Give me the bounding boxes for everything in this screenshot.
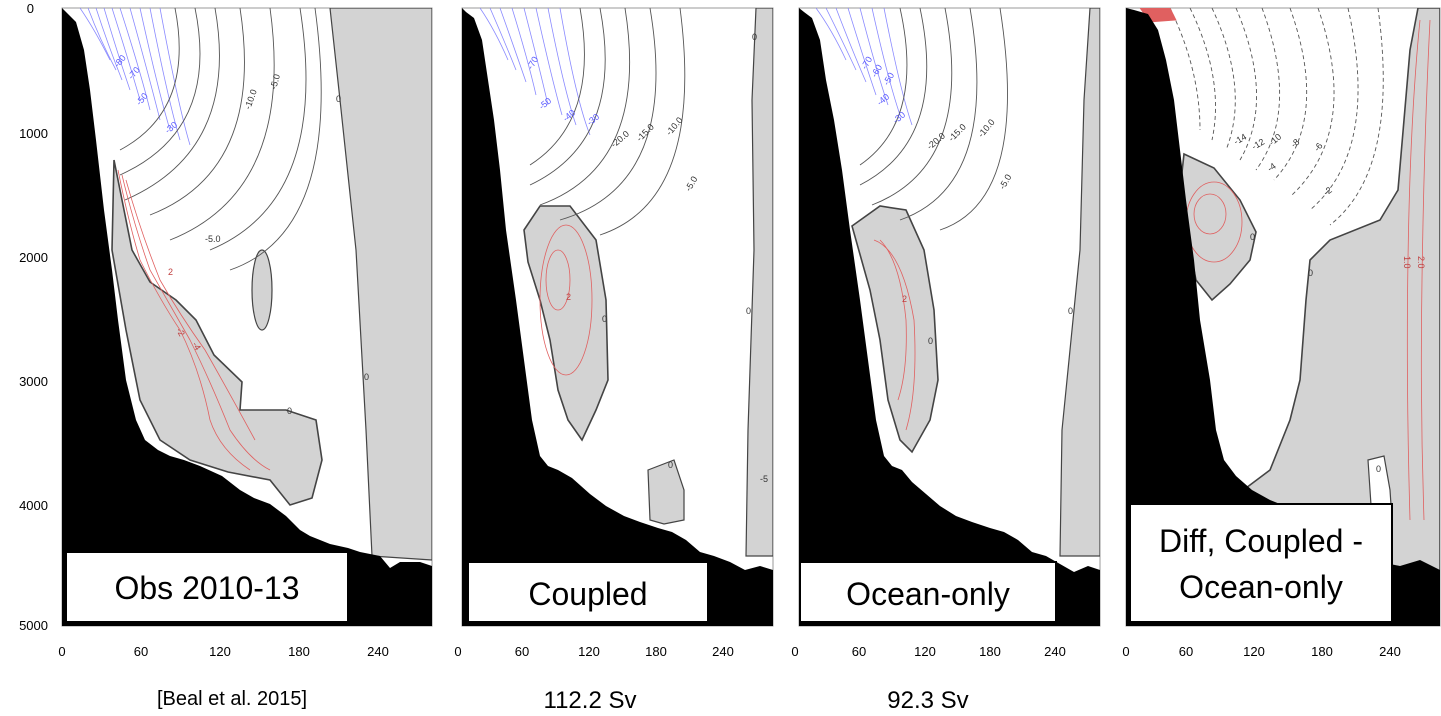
x-tick-label: 60 [1179,644,1193,659]
x-tick-label: 120 [914,644,936,659]
contour-label: 2 [168,267,173,277]
x-tick-label: 60 [134,644,148,659]
positive-contours [873,239,916,431]
y-tick-label: 1000 [19,126,48,141]
land [462,8,773,626]
y-tick-label: 0 [27,1,34,16]
positive-region [745,8,773,557]
contour-label: -2 [174,326,187,338]
contour-label: -5.0 [205,234,221,244]
panel-label-box: Ocean-only [799,561,1057,623]
y-tick-label: 4000 [19,498,48,513]
panel-caption: 92.3 Sv [887,687,968,714]
negative-contours-grey [529,8,686,236]
panel-caption: 112.2 Sv [544,687,637,714]
positive-region [851,205,939,454]
y-tick-label: 3000 [19,374,48,389]
contour-label: 0 [336,94,341,104]
contour-label: 2 [902,294,907,304]
negative-contours-grey [119,8,322,271]
contour-label: 0 [746,306,751,316]
positive-contours [1139,8,1431,521]
contour-label: -5 [760,474,768,484]
panel-label: Obs 2010-13 [114,570,299,606]
land [62,8,432,626]
positive-region [647,459,685,525]
positive-region [111,159,323,506]
x-axis-ocean-only: 0 60 120 180 240 [791,644,1065,659]
y-tick-label: 5000 [19,618,48,633]
panel-diff: -14 -12 -10 -8 -6 -4 -2 0 1.0 2.0 0 0 0 … [1122,7,1441,659]
x-tick-label: 0 [58,644,65,659]
land [1126,8,1440,626]
x-tick-label: 180 [979,644,1001,659]
panel-label-box: Obs 2010-13 [65,551,349,623]
contour-label: 0 [1376,464,1381,474]
x-tick-label: 180 [1311,644,1333,659]
panel-label: Coupled [528,576,647,612]
x-axis-obs: 0 60 120 180 240 [58,644,388,659]
x-tick-label: 240 [367,644,389,659]
negative-contours [815,8,913,126]
positive-region [329,8,432,561]
panel-caption: [Beal et al. 2015] [157,688,307,710]
x-tick-label: 240 [1044,644,1066,659]
contour-label: 0 [287,406,292,416]
contour-label: 0 [1068,306,1073,316]
panel-coupled: -70 -50 -40 -30 -20.0 -15.0 -10.0 -5.0 0… [454,7,774,714]
land [799,8,1100,626]
contour-label: 0 [752,32,757,42]
x-tick-label: 180 [288,644,310,659]
contour-label: 0 [364,372,369,382]
panel-obs: -80 -70 -50 -30 -10.0 -5.0 -5.0 0 0 -2 -… [58,7,433,710]
positive-lens [251,249,273,331]
x-tick-label: 0 [1122,644,1129,659]
x-tick-label: 60 [515,644,529,659]
contour-label: 2.0 [1416,256,1426,269]
x-tick-label: 60 [852,644,866,659]
y-axis: 0 1000 2000 3000 4000 5000 [19,1,48,633]
x-axis-diff: 0 60 120 180 240 [1122,644,1400,659]
x-axis-coupled: 0 60 120 180 240 [454,644,733,659]
panel-label: Ocean-only [846,576,1010,612]
x-tick-label: 120 [209,644,231,659]
positive-contours [117,169,271,471]
panel-ocean-only: -70 -60 -50 -40 -30 -20.0 -15.0 -10.0 -5… [791,7,1101,714]
panel-label-box: Diff, Coupled - Ocean-only [1129,503,1393,623]
contour-label: 0 [928,336,933,346]
x-tick-label: 120 [578,644,600,659]
x-tick-label: 240 [1379,644,1401,659]
positive-region [1059,8,1100,557]
panel-label-line: Diff, Coupled - [1159,523,1363,559]
contour-label: 0 [602,314,607,324]
x-tick-label: 240 [712,644,734,659]
y-tick-label: 2000 [19,250,48,265]
contour-label: 2 [566,292,571,302]
negative-contours [1169,8,1384,226]
contour-label: 0 [1250,232,1255,242]
negative-contours-grey [859,8,1008,231]
x-tick-label: 0 [454,644,461,659]
positive-contours [539,224,593,376]
x-tick-label: 0 [791,644,798,659]
x-tick-label: 120 [1243,644,1265,659]
panel-label-line: Ocean-only [1179,569,1343,605]
contour-label: -5.0 [268,73,282,91]
negative-contours [479,8,591,136]
panel-label-box: Coupled [467,561,709,623]
positive-region [1126,8,1440,626]
contour-label: -4 [190,340,203,352]
x-tick-label: 180 [645,644,667,659]
negative-contours [79,8,191,146]
contour-label: 0 [1308,268,1313,278]
contour-label: 0 [668,460,673,470]
contour-label: 1.0 [1402,256,1412,269]
positive-region [523,205,609,442]
